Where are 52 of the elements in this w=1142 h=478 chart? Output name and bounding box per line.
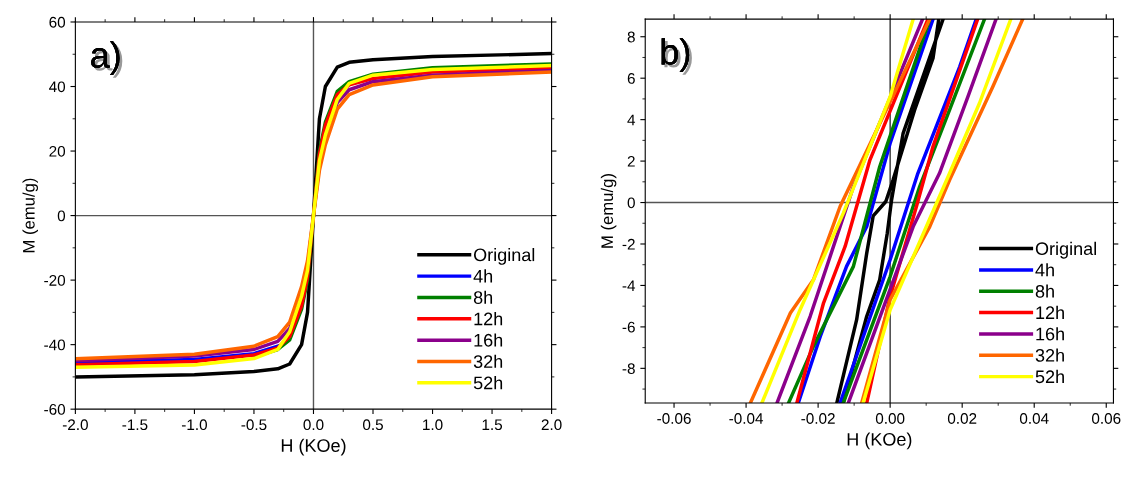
x-tick-label: 2.0 <box>541 419 562 431</box>
legend-label: 8h <box>473 290 493 304</box>
x-tick-label: 0.06 <box>1091 413 1121 424</box>
y-tick-label: -8 <box>622 363 635 375</box>
x-tick-label: 0.5 <box>362 419 383 431</box>
y-tick-label: 40 <box>49 81 66 93</box>
y-tick-label: 8 <box>627 31 635 43</box>
y-tick-label: -6 <box>622 321 635 333</box>
y-tick-label: -20 <box>44 274 66 286</box>
y-tick-label: 0 <box>57 210 66 222</box>
y-axis-title: M (emu/g) <box>600 174 617 248</box>
x-tick-label: -0.5 <box>241 419 267 431</box>
x-tick-label: -2.0 <box>62 419 88 431</box>
y-tick-label: -40 <box>44 339 66 351</box>
annotation: b) <box>661 38 692 75</box>
y-tick-label: 4 <box>627 114 636 126</box>
y-tick-label: -2 <box>622 238 635 250</box>
legend-label: 52h <box>1035 369 1064 384</box>
legend-label: 4h <box>473 269 493 283</box>
legend-label: 52h <box>473 376 503 390</box>
x-axis-title: H (KOe) <box>281 438 346 456</box>
legend-label: 32h <box>473 354 503 368</box>
y-tick-label: -60 <box>44 404 66 415</box>
y-tick-label: 60 <box>49 16 66 28</box>
x-tick-label: -1.0 <box>181 419 207 431</box>
x-tick-label: -0.04 <box>729 413 764 424</box>
annotation: a) <box>91 41 123 78</box>
y-tick-label: 2 <box>627 155 635 167</box>
x-tick-label: 1.5 <box>482 419 503 431</box>
x-tick-label: 0.02 <box>947 413 977 424</box>
x-tick-label: 0.04 <box>1019 413 1049 424</box>
x-tick-label: -0.02 <box>801 413 835 424</box>
y-tick-label: 0 <box>627 197 635 209</box>
y-tick-label: 6 <box>627 73 635 84</box>
x-tick-label: -1.5 <box>122 419 148 431</box>
y-tick-label: -4 <box>622 280 636 291</box>
legend-label: 32h <box>1035 348 1064 362</box>
x-axis-title: H (KOe) <box>847 432 912 450</box>
x-tick-label: 1.0 <box>423 419 443 431</box>
legend-label: Original <box>473 248 535 265</box>
legend-label: 4h <box>1035 263 1054 277</box>
legend-label: 12h <box>1036 305 1064 319</box>
y-tick-label: 20 <box>49 145 66 157</box>
legend-label: Original <box>1035 241 1096 259</box>
legend-label: 16h <box>1036 327 1064 341</box>
x-tick-label: 0.0 <box>303 419 324 431</box>
legend-label: 12h <box>474 312 503 326</box>
x-tick-label: 0.00 <box>875 413 905 424</box>
legend-label: 8h <box>1035 284 1054 298</box>
legend-label: 16h <box>474 333 503 347</box>
y-axis-title: M (emu/g) <box>22 178 39 253</box>
x-tick-label: -0.06 <box>657 413 691 424</box>
